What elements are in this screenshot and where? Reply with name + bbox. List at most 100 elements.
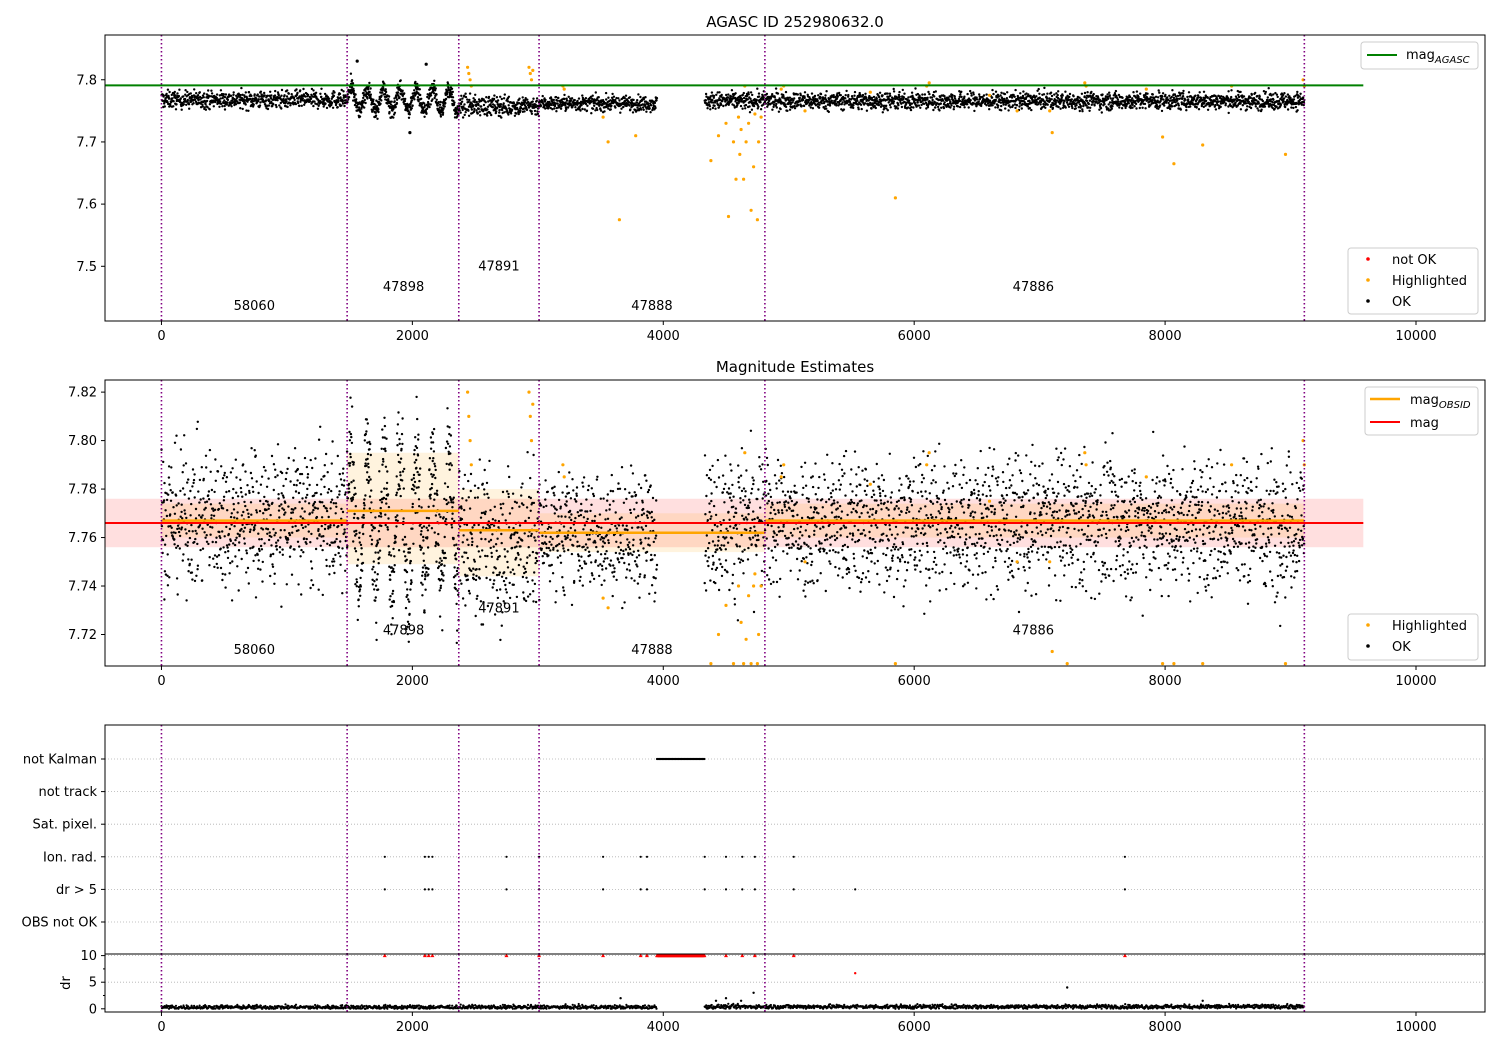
ok-point <box>999 94 1002 97</box>
ok-point <box>1275 105 1278 108</box>
ok-point <box>1095 100 1098 103</box>
ok-point <box>334 553 337 557</box>
ok-point <box>201 527 204 530</box>
ok-point <box>169 499 173 502</box>
ok-point <box>278 504 281 508</box>
ok-point <box>1118 106 1121 109</box>
ok-point <box>232 487 235 491</box>
ok-point <box>580 104 583 107</box>
ok-point <box>216 470 220 473</box>
ok-point <box>184 528 187 531</box>
ok-point <box>581 94 584 97</box>
ok-point <box>309 541 312 544</box>
ok-point <box>857 108 860 111</box>
ok-point <box>218 502 221 505</box>
ok-point <box>340 507 343 511</box>
ok-point <box>219 100 222 103</box>
ok-point <box>446 91 449 94</box>
ok-point <box>416 96 420 99</box>
ok-point <box>467 114 471 118</box>
ok-point <box>1092 99 1095 103</box>
ok-point <box>864 102 867 105</box>
ok-point <box>291 525 294 529</box>
ok-point <box>163 105 166 108</box>
ok-point <box>1230 95 1233 99</box>
ok-point <box>368 90 371 94</box>
ok-point <box>230 599 234 602</box>
ok-point <box>1106 93 1109 96</box>
ok-point <box>877 103 881 107</box>
ok-point <box>1010 96 1014 99</box>
ok-point <box>347 96 351 99</box>
ok-point <box>338 493 341 496</box>
ok-point <box>410 107 413 110</box>
ok-point <box>185 532 188 535</box>
ok-point <box>1168 94 1171 98</box>
ok-point <box>1000 109 1003 112</box>
ok-point <box>199 98 202 101</box>
ok-point <box>1200 104 1204 108</box>
ok-point <box>1228 103 1232 106</box>
ok-point <box>226 98 230 102</box>
ok-point <box>275 544 278 548</box>
ok-point <box>500 116 503 119</box>
ok-point <box>437 101 440 104</box>
ok-point <box>290 93 293 96</box>
ok-point <box>1043 86 1046 90</box>
ok-point <box>1284 105 1287 109</box>
ok-point <box>227 490 231 493</box>
ok-point <box>384 88 387 91</box>
ok-point <box>253 449 256 452</box>
ok-point <box>308 100 312 103</box>
ok-point <box>178 534 182 538</box>
ok-point <box>1003 92 1007 96</box>
ok-point <box>312 494 316 497</box>
ok-point <box>223 471 226 475</box>
ok-point <box>483 113 486 116</box>
ok-point <box>218 105 221 109</box>
ok-point <box>466 538 469 541</box>
ok-point <box>939 102 942 105</box>
ok-point <box>1101 93 1104 96</box>
ok-point <box>1194 94 1197 97</box>
ok-point <box>489 103 492 106</box>
ok-point <box>997 104 1000 107</box>
ok-point <box>577 97 581 100</box>
ok-point <box>553 104 557 108</box>
ok-point <box>783 97 787 100</box>
highlighted-point <box>606 140 610 144</box>
ok-point <box>209 503 213 506</box>
ok-point <box>844 94 847 97</box>
ok-point <box>226 546 229 549</box>
ok-point <box>975 98 979 101</box>
ok-point <box>1174 95 1178 98</box>
ok-point <box>190 100 193 103</box>
ok-point <box>201 579 204 582</box>
ok-point <box>473 98 477 102</box>
ok-point <box>399 79 402 82</box>
ok-point <box>175 577 179 580</box>
ok-point <box>187 558 190 561</box>
ok-point <box>293 98 296 102</box>
ok-point <box>466 578 470 581</box>
ok-point <box>886 92 889 95</box>
ok-point <box>219 566 223 570</box>
ok-point <box>477 486 480 490</box>
ok-point <box>219 89 223 92</box>
ok-point <box>344 539 347 543</box>
ok-point <box>228 572 231 575</box>
ok-point <box>530 112 534 116</box>
ok-point <box>212 514 216 517</box>
ok-point <box>198 524 201 527</box>
ok-point <box>392 116 395 119</box>
ok-point <box>463 103 466 106</box>
ok-point <box>396 91 400 94</box>
ok-point <box>493 94 496 97</box>
ok-point <box>467 109 470 112</box>
ok-point <box>827 110 830 114</box>
ok-point <box>249 471 253 475</box>
ok-point <box>725 93 728 97</box>
ok-point <box>259 483 263 486</box>
highlighted-point <box>803 109 807 113</box>
ok-point <box>609 108 612 111</box>
